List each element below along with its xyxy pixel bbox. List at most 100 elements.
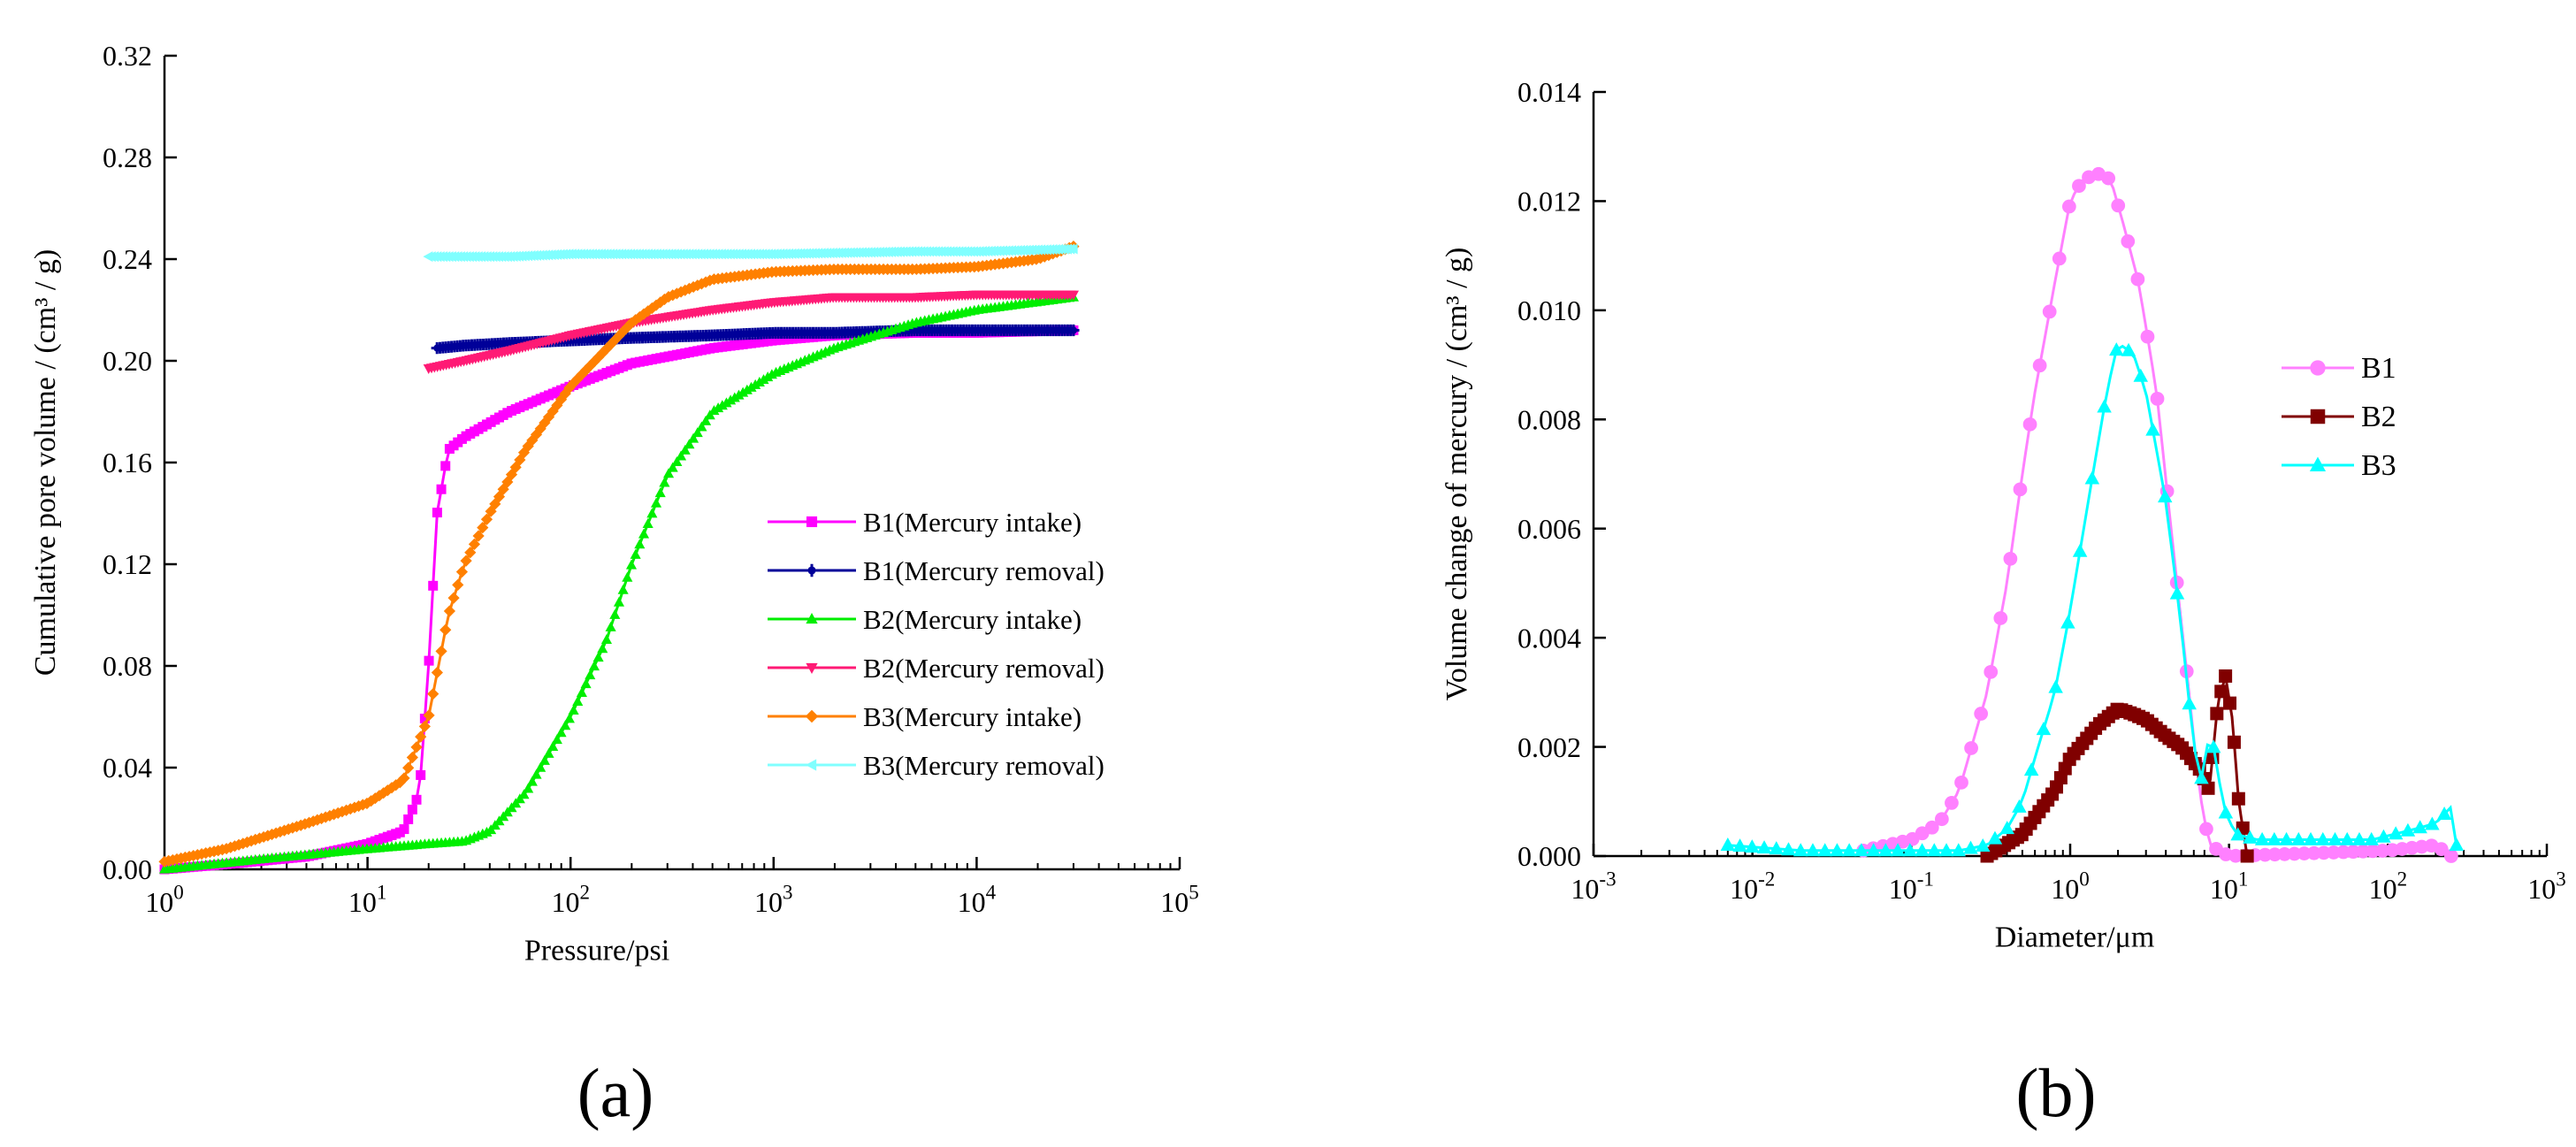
data-point bbox=[2101, 171, 2116, 186]
x-tick-label: 10-1 bbox=[1889, 868, 1934, 905]
y-tick-label: 0.014 bbox=[1517, 76, 1581, 108]
data-point bbox=[1745, 839, 1760, 853]
data-point bbox=[2434, 842, 2449, 857]
data-point bbox=[638, 308, 650, 320]
data-point bbox=[452, 578, 464, 592]
data-point bbox=[493, 490, 506, 503]
data-point bbox=[559, 387, 571, 400]
data-point bbox=[427, 688, 440, 700]
data-point bbox=[2210, 707, 2224, 721]
data-point bbox=[1993, 611, 2008, 625]
x-tick-label: 10-3 bbox=[1571, 868, 1616, 905]
data-point bbox=[526, 434, 539, 447]
data-point bbox=[2400, 822, 2416, 837]
data-point bbox=[1938, 843, 1954, 857]
data-point bbox=[2032, 358, 2047, 373]
series-line bbox=[1727, 344, 2458, 853]
data-point bbox=[588, 661, 600, 671]
legend-label: B2(Mercury intake) bbox=[863, 604, 1082, 635]
legend: B1(Mercury intake) B1(Mercury removal) B2(… bbox=[768, 507, 1105, 781]
y-tick-label: 0.004 bbox=[1517, 622, 1581, 654]
data-point bbox=[2266, 831, 2282, 845]
data-point bbox=[1964, 741, 1978, 755]
data-point bbox=[630, 548, 641, 559]
legend-label: B2(Mercury removal) bbox=[863, 653, 1105, 684]
y-tick-label: 0.006 bbox=[1517, 513, 1581, 545]
data-point bbox=[684, 439, 695, 449]
axes: 0.000 0.002 0.004 0.006 0.008 0.010 0.012 0.014… bbox=[1517, 76, 2566, 905]
data-point bbox=[642, 305, 654, 317]
data-point bbox=[2060, 615, 2075, 629]
y-tick-label: 0.000 bbox=[1517, 840, 1581, 872]
data-point bbox=[2227, 735, 2241, 749]
data-point bbox=[2023, 762, 2039, 776]
data-point bbox=[2072, 179, 2086, 194]
data-point bbox=[721, 397, 732, 408]
legend-marker bbox=[806, 613, 818, 624]
data-point bbox=[424, 655, 434, 666]
data-point bbox=[464, 547, 477, 559]
data-point bbox=[688, 432, 699, 443]
data-point bbox=[625, 317, 638, 329]
data-point bbox=[2133, 368, 2149, 382]
data-point bbox=[696, 421, 707, 432]
y-tick-label: 0.20 bbox=[103, 345, 152, 377]
data-point bbox=[410, 741, 423, 753]
data-point bbox=[729, 392, 740, 402]
data-point bbox=[2036, 722, 2052, 736]
data-point bbox=[2130, 271, 2145, 287]
data-point bbox=[659, 477, 670, 487]
data-point bbox=[634, 539, 646, 549]
data-point bbox=[2449, 837, 2465, 852]
data-point bbox=[1720, 837, 1736, 852]
legend-label: B3 bbox=[2361, 449, 2396, 482]
data-point bbox=[543, 747, 554, 758]
data-point bbox=[605, 621, 616, 631]
data-point bbox=[2169, 585, 2185, 600]
data-point bbox=[518, 789, 530, 799]
legend-label: B3(Mercury removal) bbox=[863, 750, 1105, 781]
data-point bbox=[753, 377, 765, 387]
data-point bbox=[2366, 844, 2381, 859]
legend-item: B3(Mercury removal) bbox=[768, 750, 1105, 781]
data-point bbox=[2356, 844, 2371, 859]
data-point bbox=[571, 372, 584, 385]
data-point bbox=[440, 623, 452, 636]
data-point bbox=[563, 713, 575, 723]
y-tick-label: 0.24 bbox=[103, 243, 152, 275]
data-point bbox=[646, 302, 658, 315]
data-point bbox=[1999, 821, 2014, 835]
data-point bbox=[1890, 843, 1906, 857]
data-point bbox=[460, 554, 472, 567]
data-point bbox=[613, 330, 625, 342]
data-point bbox=[1769, 841, 1785, 855]
data-point bbox=[1854, 843, 1869, 857]
data-point bbox=[1945, 796, 1959, 810]
panel-b-chart: 0.000 0.002 0.004 0.006 0.008 0.010 0.012 0.014… bbox=[1441, 76, 2566, 1131]
data-point bbox=[568, 704, 579, 715]
x-tick-label: 104 bbox=[958, 881, 997, 918]
data-point bbox=[468, 538, 481, 550]
data-point bbox=[588, 356, 600, 368]
data-point bbox=[547, 405, 559, 417]
data-point bbox=[2052, 251, 2067, 266]
data-point bbox=[2182, 696, 2197, 710]
data-point bbox=[2412, 820, 2427, 834]
series-b2-mercury-intake bbox=[158, 291, 1079, 874]
data-point bbox=[1987, 830, 2003, 845]
data-point bbox=[1902, 843, 1918, 857]
legend-label: B1(Mercury intake) bbox=[863, 507, 1082, 538]
y-axis-title: Cumulative pore volume / (cm³ / g) bbox=[29, 249, 62, 676]
data-point bbox=[758, 374, 769, 385]
legend: B1 B2 B3 bbox=[2282, 352, 2396, 482]
legend-label: B1(Mercury removal) bbox=[863, 555, 1105, 586]
data-point bbox=[738, 386, 749, 397]
data-point bbox=[2258, 847, 2273, 862]
data-point bbox=[2048, 679, 2063, 693]
data-point bbox=[2022, 417, 2037, 432]
x-tick-label: 101 bbox=[2210, 868, 2249, 905]
legend-marker bbox=[805, 709, 819, 723]
data-point bbox=[1975, 837, 1991, 852]
data-point bbox=[2097, 399, 2112, 413]
data-point bbox=[2218, 805, 2234, 819]
